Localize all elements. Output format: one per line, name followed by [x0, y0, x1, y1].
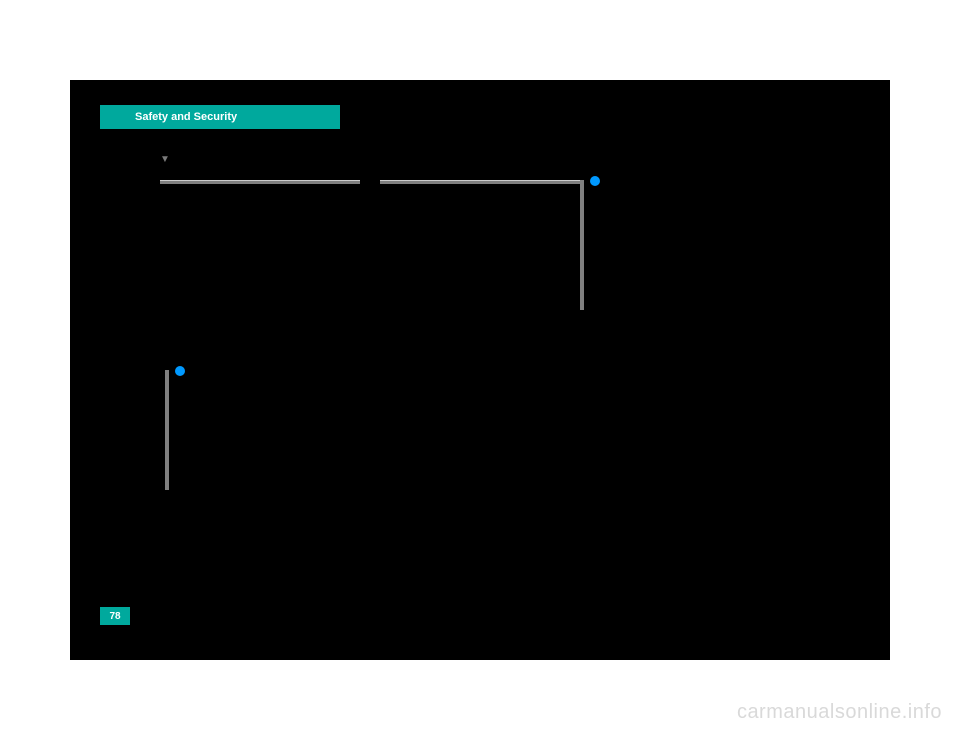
manual-page: Safety and Security ▼ 78	[70, 80, 890, 660]
note-bar-right	[580, 180, 584, 310]
note-dot-icon	[590, 176, 600, 186]
note-dot-icon	[175, 366, 185, 376]
horizontal-rule-right	[380, 180, 580, 184]
page-number-badge: 78	[100, 607, 130, 625]
note-bar-left	[165, 370, 169, 490]
page-number: 78	[109, 611, 120, 622]
horizontal-rule-left	[160, 180, 360, 184]
section-header-title: Safety and Security	[135, 111, 237, 123]
watermark-text: carmanualsonline.info	[737, 701, 942, 724]
section-marker-icon: ▼	[160, 154, 170, 165]
section-header-band: Safety and Security	[100, 105, 340, 129]
